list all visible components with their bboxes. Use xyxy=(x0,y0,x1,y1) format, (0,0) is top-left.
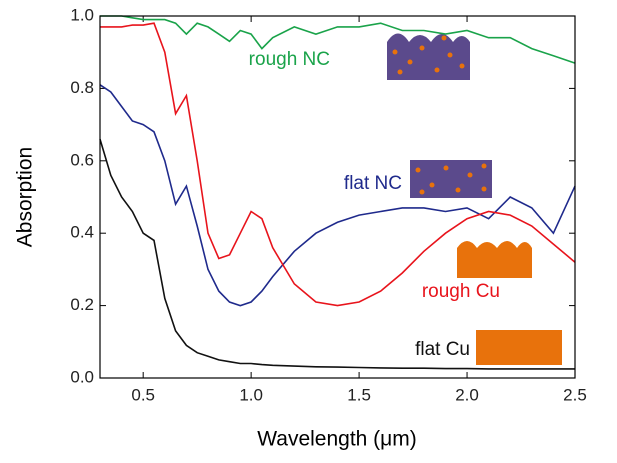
y-tick-label: 0.8 xyxy=(70,78,94,97)
data-line xyxy=(100,22,576,307)
inset-flat-cu xyxy=(476,330,562,365)
data-line xyxy=(99,84,576,307)
y-tick-label: 0.4 xyxy=(70,223,94,242)
inset-flat-nc xyxy=(410,160,492,198)
x-tick-label: 1.0 xyxy=(239,385,263,404)
x-tick-label: 2.5 xyxy=(563,385,587,404)
x-tick-label: 2.0 xyxy=(455,385,479,404)
series-label: rough NC xyxy=(249,49,330,70)
inset-rough-cu xyxy=(457,241,532,278)
y-axis-label: Absorption xyxy=(14,147,37,247)
y-tick-label: 0.6 xyxy=(70,150,94,169)
data-line xyxy=(100,15,576,64)
series-label: rough Cu xyxy=(422,281,500,302)
y-tick-label: 0.2 xyxy=(70,295,94,314)
x-tick-label: 1.5 xyxy=(347,385,371,404)
data-line xyxy=(99,138,575,370)
series-label: flat Cu xyxy=(415,339,470,360)
x-tick-label: 0.5 xyxy=(131,385,155,404)
series-label: flat NC xyxy=(344,173,402,194)
inset-rough-nc xyxy=(387,33,470,80)
y-tick-label: 1.0 xyxy=(70,5,94,24)
plot-frame xyxy=(99,15,576,379)
x-axis-label: Wavelength (μm) xyxy=(257,428,417,451)
y-tick-label: 0.0 xyxy=(70,367,94,386)
